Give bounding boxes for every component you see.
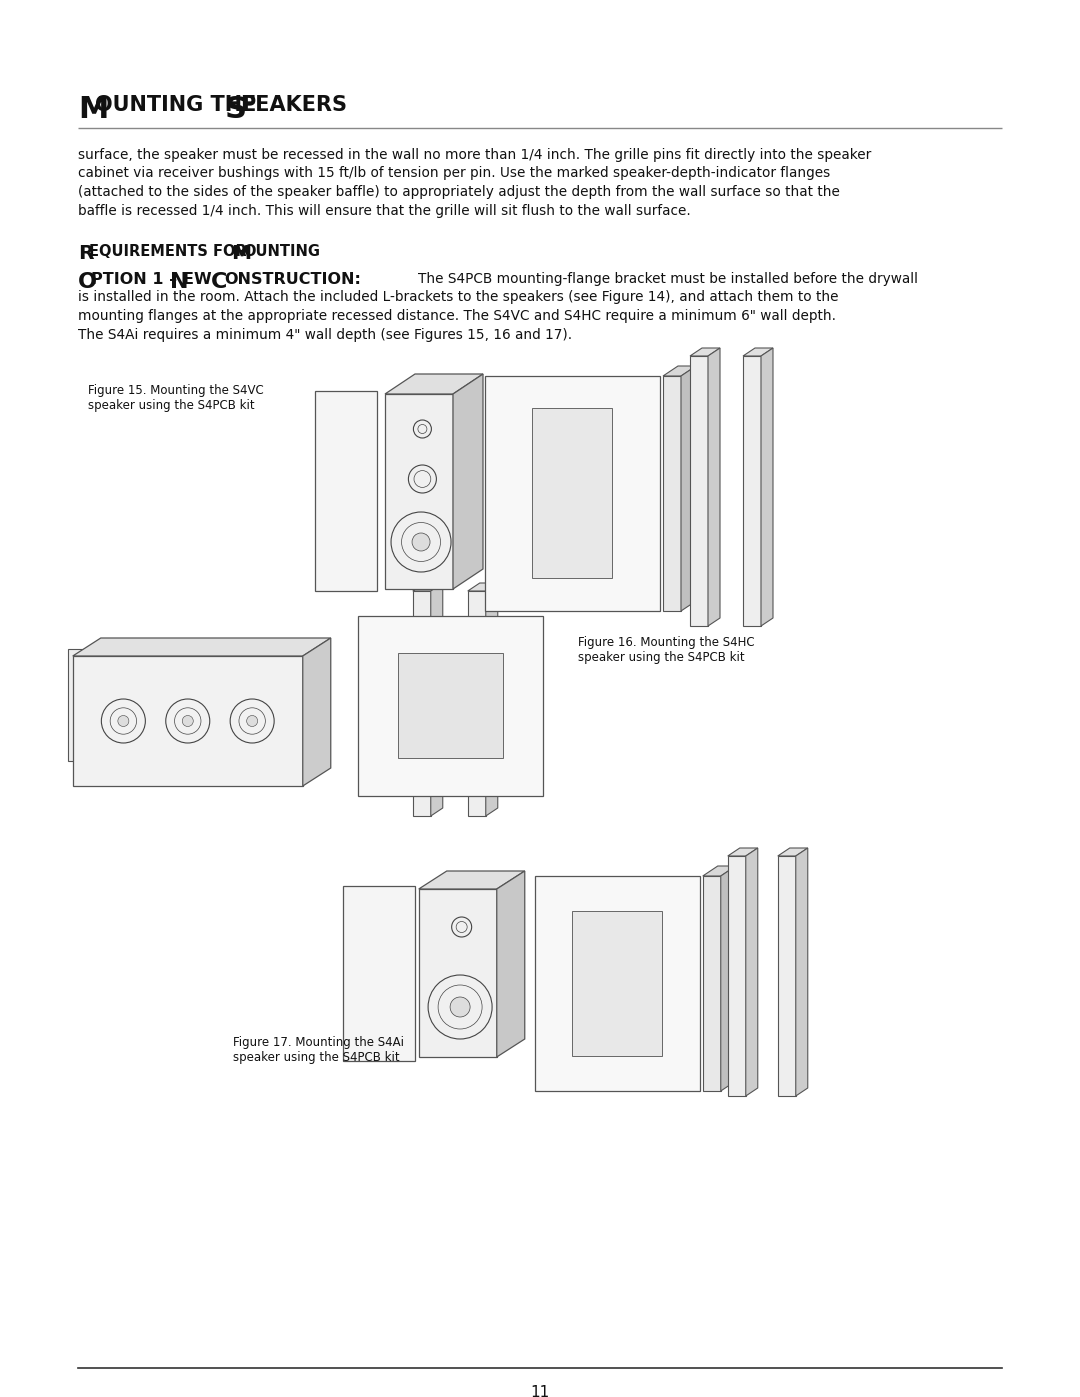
Polygon shape xyxy=(663,366,696,376)
Polygon shape xyxy=(413,583,443,591)
Bar xyxy=(357,616,543,796)
Text: surface, the speaker must be recessed in the wall no more than 1/4 inch. The gri: surface, the speaker must be recessed in… xyxy=(78,148,870,162)
Circle shape xyxy=(450,997,470,1017)
Text: Figure 15. Mounting the S4VC
speaker using the S4PCB kit: Figure 15. Mounting the S4VC speaker usi… xyxy=(87,384,264,412)
Text: PTION 1 –: PTION 1 – xyxy=(91,272,183,286)
Polygon shape xyxy=(761,348,773,626)
Bar xyxy=(778,856,796,1097)
Bar xyxy=(532,408,612,578)
Circle shape xyxy=(413,534,430,550)
Text: (attached to the sides of the speaker baffle) to appropriately adjust the depth : (attached to the sides of the speaker ba… xyxy=(78,184,839,198)
Text: ONSTRUCTION:: ONSTRUCTION: xyxy=(224,272,361,286)
Text: N: N xyxy=(170,272,188,292)
Bar xyxy=(468,591,486,816)
Text: mounting flanges at the appropriate recessed distance. The S4VC and S4HC require: mounting flanges at the appropriate rece… xyxy=(78,309,836,323)
Text: baffle is recessed 1/4 inch. This will ensure that the grille will sit flush to : baffle is recessed 1/4 inch. This will e… xyxy=(78,204,690,218)
Polygon shape xyxy=(486,583,498,816)
Polygon shape xyxy=(453,374,483,590)
Polygon shape xyxy=(708,348,720,626)
Polygon shape xyxy=(703,866,735,876)
Bar xyxy=(485,376,660,610)
Polygon shape xyxy=(743,348,773,356)
Bar xyxy=(384,394,453,590)
Bar xyxy=(535,876,700,1091)
Circle shape xyxy=(118,715,129,726)
Text: R: R xyxy=(78,244,93,263)
Text: is installed in the room. Attach the included L-brackets to the speakers (see Fi: is installed in the room. Attach the inc… xyxy=(78,291,838,305)
Circle shape xyxy=(246,715,258,726)
Bar xyxy=(397,652,503,759)
Polygon shape xyxy=(690,348,720,356)
Text: 11: 11 xyxy=(530,1384,550,1397)
Text: EW: EW xyxy=(183,272,217,286)
Bar xyxy=(703,876,720,1091)
Circle shape xyxy=(183,715,193,726)
Text: OUNTING THE: OUNTING THE xyxy=(95,95,264,115)
Text: The S4PCB mounting-flange bracket must be installed before the drywall: The S4PCB mounting-flange bracket must b… xyxy=(418,272,918,286)
Text: S: S xyxy=(225,95,246,124)
Text: M: M xyxy=(231,244,251,263)
Text: O: O xyxy=(78,272,97,292)
Polygon shape xyxy=(796,848,808,1097)
Bar xyxy=(663,376,681,610)
Text: OUNTING: OUNTING xyxy=(243,244,320,258)
Polygon shape xyxy=(720,866,735,1091)
Text: PEAKERS: PEAKERS xyxy=(240,95,347,115)
Polygon shape xyxy=(419,870,525,888)
Bar xyxy=(690,356,708,626)
Bar xyxy=(68,650,313,761)
Text: EQUIREMENTS FOR: EQUIREMENTS FOR xyxy=(89,244,252,258)
Bar xyxy=(571,911,662,1056)
Bar xyxy=(413,591,431,816)
Polygon shape xyxy=(302,638,330,787)
Polygon shape xyxy=(72,638,330,657)
Bar xyxy=(419,888,497,1058)
Polygon shape xyxy=(384,374,483,394)
Polygon shape xyxy=(431,583,443,816)
Text: Figure 16. Mounting the S4HC
speaker using the S4PCB kit: Figure 16. Mounting the S4HC speaker usi… xyxy=(578,636,755,664)
Polygon shape xyxy=(746,848,758,1097)
Polygon shape xyxy=(728,848,758,856)
Polygon shape xyxy=(681,366,696,610)
Text: The S4Ai requires a minimum 4" wall depth (see Figures 15, 16 and 17).: The S4Ai requires a minimum 4" wall dept… xyxy=(78,327,572,341)
Bar xyxy=(743,356,761,626)
Text: M: M xyxy=(78,95,108,124)
Bar xyxy=(315,391,377,591)
Text: Figure 17. Mounting the S4Ai
speaker using the S4PCB kit: Figure 17. Mounting the S4Ai speaker usi… xyxy=(233,1037,404,1065)
Polygon shape xyxy=(778,848,808,856)
Bar xyxy=(342,886,415,1060)
Bar xyxy=(72,657,302,787)
Text: cabinet via receiver bushings with 15 ft/lb of tension per pin. Use the marked s: cabinet via receiver bushings with 15 ft… xyxy=(78,166,831,180)
Polygon shape xyxy=(497,870,525,1058)
Text: C: C xyxy=(211,272,227,292)
Bar xyxy=(728,856,746,1097)
Polygon shape xyxy=(468,583,498,591)
